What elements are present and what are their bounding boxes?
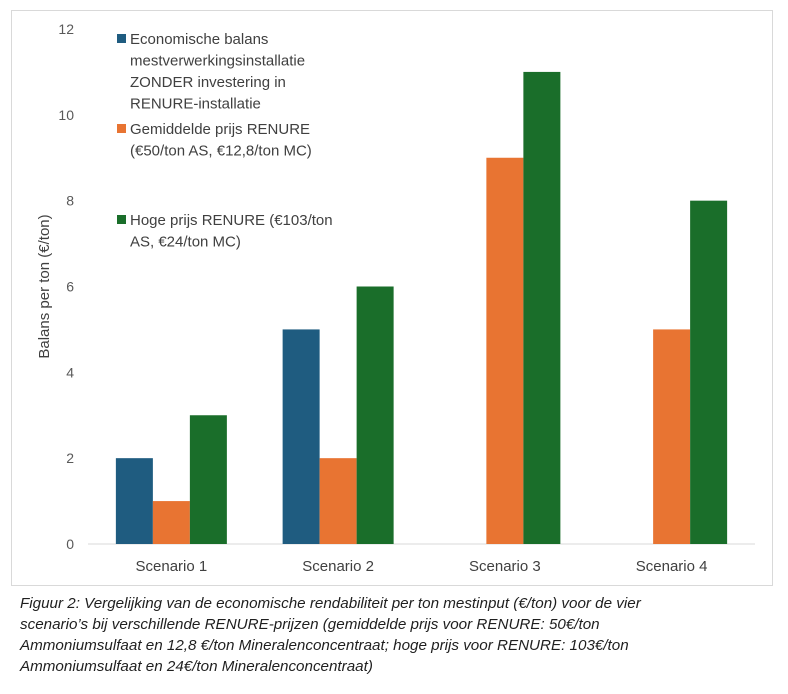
figure-caption: Figuur 2: Vergelijking van de economisch… xyxy=(20,593,780,677)
bar xyxy=(282,329,320,544)
caption-line: scenario’s bij verschillende RENURE-prij… xyxy=(20,616,600,633)
x-tick-label: Scenario 2 xyxy=(302,558,374,575)
y-tick-label: 0 xyxy=(66,536,74,552)
legend-swatch xyxy=(117,215,126,224)
legend-swatch xyxy=(117,124,126,133)
legend-label: ZONDER investering in xyxy=(130,74,286,91)
legend-swatch xyxy=(117,34,126,43)
legend-label: Gemiddelde prijs RENURE xyxy=(130,121,310,138)
bar xyxy=(486,157,524,544)
bar xyxy=(356,286,394,544)
caption-line: Ammoniumsulfaat en 12,8 €/ton Mineralenc… xyxy=(20,637,629,654)
y-tick-label: 8 xyxy=(66,193,74,209)
bar xyxy=(690,200,728,544)
y-tick-label: 10 xyxy=(58,107,74,123)
y-axis-title: Balans per ton (€/ton) xyxy=(36,214,53,358)
legend-label: mestverwerkingsinstallatie xyxy=(130,53,305,70)
legend-label: RENURE-installatie xyxy=(130,96,261,113)
bar xyxy=(319,458,357,544)
bar xyxy=(152,501,190,544)
y-tick-label: 2 xyxy=(66,450,74,466)
x-tick-label: Scenario 4 xyxy=(636,558,708,575)
legend-label: Economische balans xyxy=(130,31,268,48)
caption-line: Figuur 2: Vergelijking van de economisch… xyxy=(20,595,641,612)
bar xyxy=(523,71,561,545)
y-tick-label: 12 xyxy=(58,21,74,37)
x-tick-label: Scenario 3 xyxy=(469,558,541,575)
x-tick-label: Scenario 1 xyxy=(136,558,208,575)
y-tick-label: 6 xyxy=(66,279,74,295)
bar-chart: 0 2 4 6 8 10 12 Balans per ton (€/ton) Scenario … xyxy=(36,21,755,575)
legend-label: (€50/ton AS, €12,8/ton MC) xyxy=(130,143,312,160)
bar xyxy=(115,458,153,544)
bar xyxy=(189,415,227,544)
y-tick-label: 4 xyxy=(66,364,74,380)
legend-label: Hoge prijs RENURE (€103/ton xyxy=(130,212,333,229)
bar xyxy=(653,329,691,544)
legend-label: AS, €24/ton MC) xyxy=(130,234,241,251)
caption-line: Ammoniumsulfaat en 24€/ton Mineralenconc… xyxy=(20,658,373,675)
